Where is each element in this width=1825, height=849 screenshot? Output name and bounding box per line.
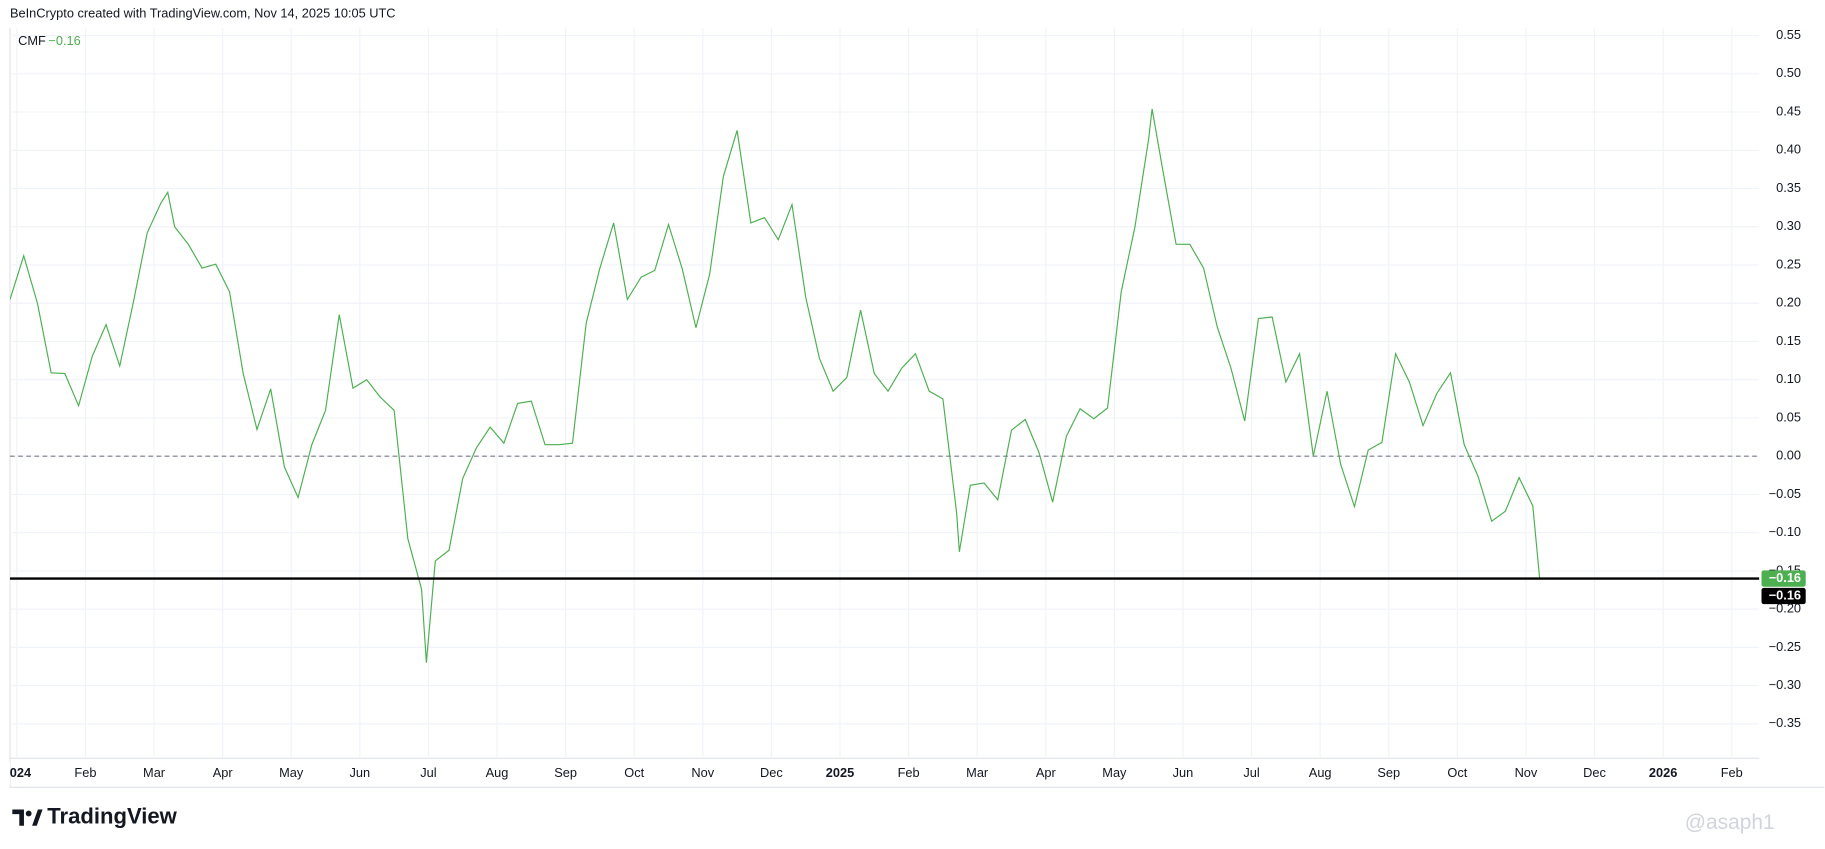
- logo-icon: [12, 809, 43, 826]
- y-tick-label: 0.45: [1776, 103, 1801, 118]
- line-value-label: −0.16: [1769, 587, 1801, 602]
- x-tick-label: Dec: [1583, 765, 1606, 780]
- y-tick-label: 0.10: [1776, 371, 1801, 386]
- plot: [10, 108, 1760, 663]
- y-tick-label: 0.50: [1776, 65, 1801, 80]
- x-tick-label: Nov: [1515, 765, 1538, 780]
- x-tick-label: Oct: [1447, 765, 1467, 780]
- x-axis-clip: [0, 761, 11, 786]
- x-tick-label: Sep: [554, 765, 577, 780]
- y-tick-label: 0.30: [1776, 218, 1801, 233]
- y-tick-label: −0.10: [1769, 524, 1801, 539]
- last-value-label: −0.16: [1769, 570, 1801, 585]
- x-tick-label: Apr: [213, 765, 234, 780]
- watermark: @asaph1: [1685, 811, 1775, 834]
- legend-value: −0.16: [48, 33, 80, 48]
- line-value-tag: [1761, 587, 1806, 605]
- x-tick-label: Dec: [760, 765, 783, 780]
- y-tick-label: −0.35: [1769, 715, 1801, 730]
- x-tick-label: Aug: [486, 765, 509, 780]
- y-tick-label: −0.25: [1769, 639, 1801, 654]
- x-tick-label: Nov: [691, 765, 714, 780]
- x-tick-label: Oct: [624, 765, 644, 780]
- y-tick-label: 0.55: [1776, 27, 1801, 42]
- y-tick-label: 0.25: [1776, 256, 1801, 271]
- y-tick-label: 0.00: [1776, 448, 1801, 463]
- y-tick-label: 0.20: [1776, 295, 1801, 310]
- x-tick-label: Feb: [74, 765, 96, 780]
- x-tick-label: Jul: [1243, 765, 1259, 780]
- logo: TradingView: [12, 803, 178, 828]
- grid: [10, 27, 1760, 759]
- brand: TradingView: [47, 803, 177, 828]
- y-tick-label: 0.40: [1776, 142, 1801, 157]
- y-tick-label: 0.35: [1776, 180, 1801, 195]
- x-tick-label: Sep: [1377, 765, 1400, 780]
- x-tick-label: Feb: [898, 765, 920, 780]
- header: BeInCrypto created with TradingView.com,…: [10, 5, 396, 20]
- x-tick-label: Aug: [1309, 765, 1332, 780]
- x-tick-label: Mar: [966, 765, 989, 780]
- legend-name: CMF: [18, 33, 46, 48]
- y-tick-label: −0.05: [1769, 486, 1801, 501]
- y-tick-label: 0.15: [1776, 333, 1801, 348]
- x-tick-label: Jun: [1173, 765, 1194, 780]
- x-tick-label: Apr: [1036, 765, 1057, 780]
- last-value-tag: [1761, 570, 1806, 587]
- x-tick-label: 2025: [826, 765, 854, 780]
- x-tick-label: Mar: [143, 765, 166, 780]
- x-tick-label: Jul: [420, 765, 436, 780]
- x-tick-label: May: [1102, 765, 1127, 780]
- y-tick-label: −0.30: [1769, 677, 1801, 692]
- x-tick-label: Feb: [1721, 765, 1743, 780]
- x-tick-label: May: [279, 765, 304, 780]
- x-tick-label: 2026: [1649, 765, 1677, 780]
- x-tick-label: Jun: [350, 765, 371, 780]
- y-tick-label: −0.20: [1769, 601, 1801, 616]
- cmf-line: [10, 108, 1541, 663]
- y-tick-label: 0.05: [1776, 409, 1801, 424]
